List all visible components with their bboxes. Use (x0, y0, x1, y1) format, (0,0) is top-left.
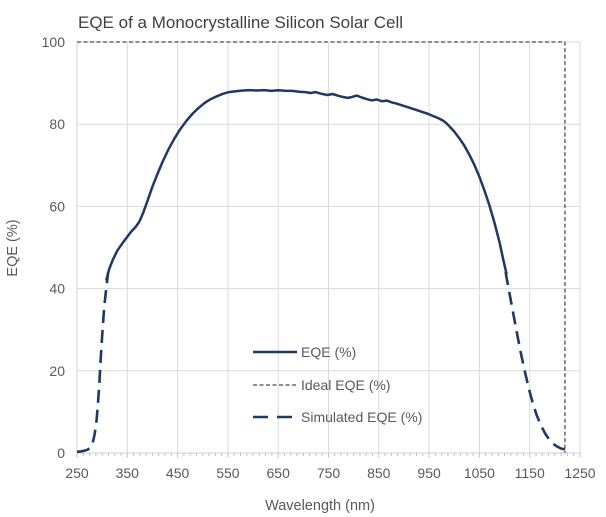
y-tick-label: 80 (49, 116, 65, 132)
x-tick-label: 450 (166, 465, 190, 481)
legend-label: Ideal EQE (%) (301, 377, 390, 393)
x-tick-label: 850 (367, 465, 391, 481)
y-tick-label: 60 (49, 198, 65, 214)
x-tick-label: 1150 (515, 465, 545, 481)
x-tick-label: 1250 (564, 465, 595, 481)
series-simulated-eqe- (504, 271, 569, 451)
chart-title: EQE of a Monocrystalline Silicon Solar C… (78, 13, 403, 32)
x-tick-label: 650 (267, 465, 291, 481)
y-tick-label: 0 (57, 445, 65, 461)
legend-label: EQE (%) (301, 344, 356, 360)
x-tick-label: 250 (65, 465, 89, 481)
x-tick-label: 1050 (464, 465, 495, 481)
series-eqe- (104, 88, 508, 281)
legend-item-eqe-: EQE (%) (253, 344, 356, 360)
tick-labels: 250 350 450 550 650 750 850 950 1050 1150 1250 0 20 4… (42, 34, 596, 481)
legend-label: Simulated EQE (%) (301, 409, 422, 425)
series-simulated-eqe- (76, 272, 110, 454)
legend-item-simulated-eqe-: Simulated EQE (%) (253, 409, 422, 425)
legend-item-ideal-eqe-: Ideal EQE (%) (253, 377, 390, 393)
x-tick-label: 350 (116, 465, 140, 481)
x-axis-title: Wavelength (nm) (265, 498, 375, 514)
y-tick-label: 20 (49, 363, 65, 379)
legend: EQE (%) Ideal EQE (%) Simulated EQE (%) (253, 344, 422, 425)
series-ideal-eqe- (77, 41, 566, 453)
y-axis-title: EQE (%) (5, 219, 21, 276)
y-tick-label: 40 (49, 281, 65, 297)
x-tick-label: 550 (216, 465, 240, 481)
y-tick-label: 100 (42, 34, 66, 50)
series-lines (76, 41, 569, 454)
x-tick-label: 750 (317, 465, 341, 481)
x-tick-label: 950 (417, 465, 441, 481)
gridlines (77, 41, 581, 453)
x-axis-tick-marks (76, 453, 581, 458)
